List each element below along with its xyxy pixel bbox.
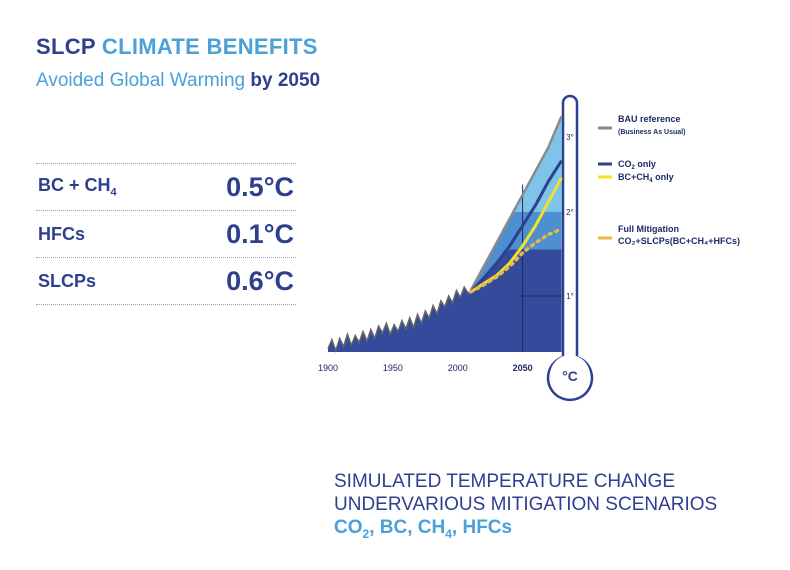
caption-line-2: UNDERVARIOUS MITIGATION SCENARIOS <box>334 494 718 515</box>
series-line-bau <box>469 115 563 292</box>
caption-gases: CO2, BC, CH4, HFCs <box>334 516 717 546</box>
benefit-row-slcps: SLCPs 0.6°C <box>36 258 296 305</box>
legend-label: BC+CH4 only <box>618 172 674 184</box>
deep-area <box>328 249 562 352</box>
y-tick-label: 2° <box>566 208 574 217</box>
subtitle-text: Avoided Global Warming <box>36 70 246 91</box>
thermometer-bulb <box>550 355 590 395</box>
title-slcp: SLCP <box>36 34 96 59</box>
subtitle-year: by 2050 <box>250 70 321 91</box>
legend-label-line2: CO₂+SLCPs(BC+CH₄+HFCs) <box>618 236 740 246</box>
legend-label: BAU reference <box>618 114 681 124</box>
history-line <box>327 285 472 353</box>
benefit-value: 0.6°C <box>226 265 294 296</box>
benefit-row-bc-ch4: BC + CH4 0.5°C <box>36 164 296 211</box>
x-tick-label: 2050 <box>513 363 533 373</box>
caption-line-1: SIMULATED TEMPERATURE CHANGE <box>334 471 675 492</box>
page-title: SLCP CLIMATE BENEFITS <box>36 34 318 60</box>
legend-label: Full Mitigation <box>618 224 679 234</box>
legend-label-line2: (Business As Usual) <box>618 129 685 136</box>
benefit-value: 0.1°C <box>226 218 294 249</box>
benefit-label: SLCPs <box>38 270 97 291</box>
caption-gas: HFCs <box>462 517 513 538</box>
page-subtitle: Avoided Global Warming by 2050 <box>36 70 320 92</box>
caption-gas: BC, <box>379 517 418 538</box>
x-tick-label: 1900 <box>318 363 338 373</box>
y-tick-label: 3° <box>566 133 574 142</box>
y-tick-label: 1° <box>566 292 574 301</box>
caption-gas: CH4, <box>417 517 463 541</box>
legend-label: CO2 only <box>618 159 656 171</box>
chart-caption: SIMULATED TEMPERATURE CHANGE UNDERVARIOU… <box>334 470 717 546</box>
series-line-full <box>468 227 564 294</box>
series-line-co2 <box>469 159 563 293</box>
series-line-bc-ch4 <box>469 177 563 294</box>
benefits-table: BC + CH4 0.5°C HFCs 0.1°C SLCPs 0.6°C <box>36 163 296 305</box>
unit-label: °C <box>562 368 578 384</box>
thermometer-outline <box>546 94 594 402</box>
x-tick-label: 1950 <box>383 363 403 373</box>
x-tick-label: 2000 <box>448 363 468 373</box>
benefit-label: BC + CH4 <box>38 175 117 199</box>
title-climate-benefits: CLIMATE BENEFITS <box>101 34 318 59</box>
benefit-value: 0.5°C <box>226 171 294 202</box>
benefit-label: HFCs <box>38 223 86 244</box>
caption-gas: CO2, <box>334 517 380 541</box>
benefit-row-hfcs: HFCs 0.1°C <box>36 211 296 258</box>
